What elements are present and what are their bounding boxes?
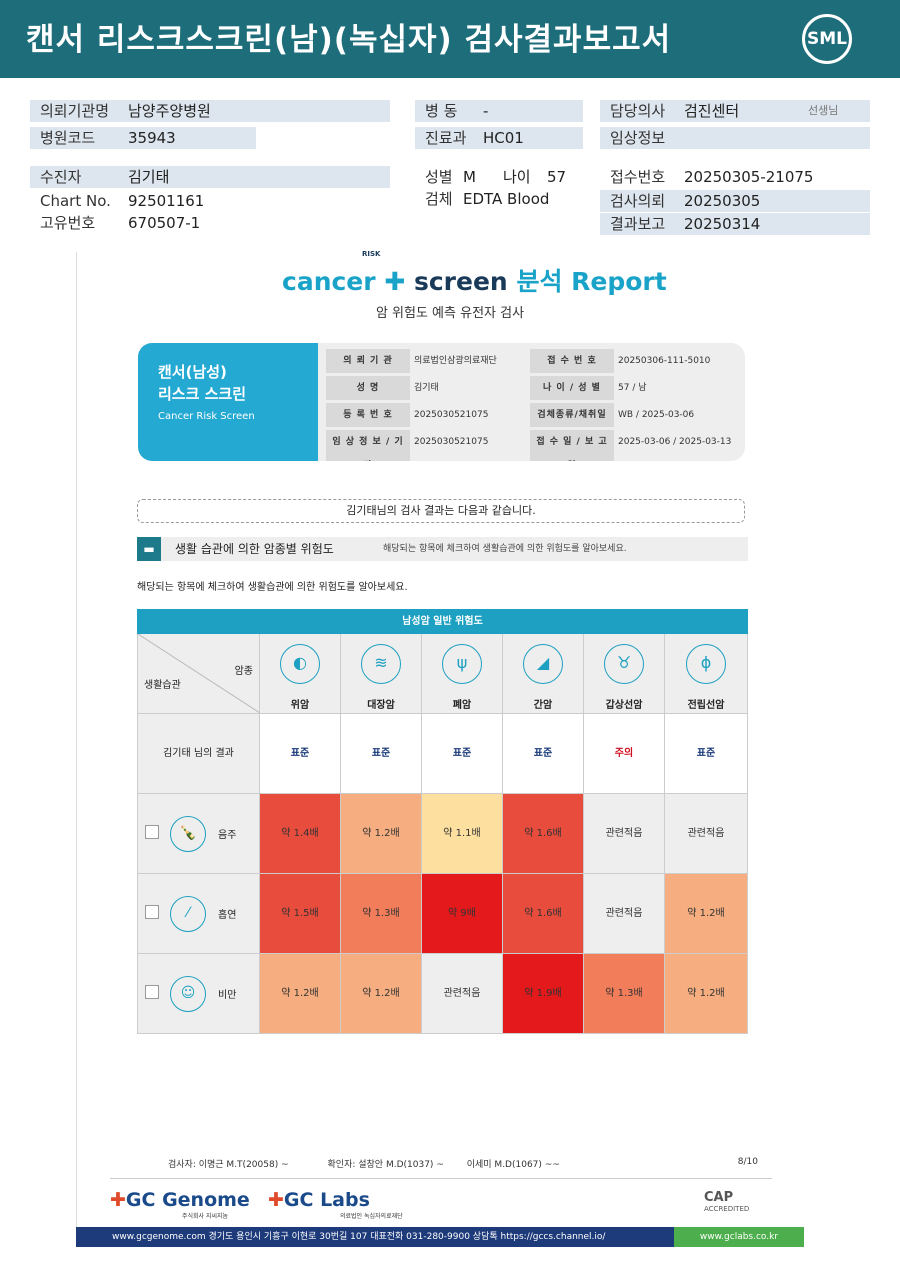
confirmer2-signature-icon: ~~ [544, 1160, 560, 1170]
risk-cell: 약 1.2배 [260, 954, 341, 1034]
risk-cell: 약 1.4배 [260, 794, 341, 874]
bottle-icon: 🍾 [170, 816, 206, 852]
confirmer-signature-icon: ~ [436, 1160, 444, 1170]
table-corner: 암종 생활습관 [137, 634, 260, 714]
hospital-code-field: 병원코드 35943 [30, 127, 256, 149]
risk-cell: 약 1.2배 [665, 874, 748, 954]
report-area [76, 252, 836, 1242]
result-cell: 표준 [503, 714, 584, 794]
risk-cell: 관련적음 [584, 874, 665, 954]
page-title: 캔서 리스크스크린(남)(녹십자) 검사결과보고서 [26, 22, 672, 58]
sex-age-field: 성별 M 나이 57 [425, 168, 567, 186]
card-row: 의 뢰 기 관 의료법인삼광의료재단 접 수 번 호 20250306-111-… [326, 349, 736, 373]
gc-labs-logo: ✚GC Labs 의료법인 녹십자의료재단 [268, 1189, 403, 1220]
request-field: 검사의뢰 20250305 [600, 190, 870, 212]
thyroid-icon: ♉ [604, 644, 644, 684]
result-notice: 김기태님의 검사 결과는 다음과 같습니다. [137, 499, 745, 523]
prostate-icon: ϕ [686, 644, 726, 684]
report-date-field: 결과보고 20250314 [600, 213, 870, 235]
clinical-field: 임상정보 [600, 127, 870, 149]
brand-title: cancer ✚ screen 분석 Report RISK [282, 250, 667, 296]
risk-cell: 약 1.2배 [341, 794, 422, 874]
result-label: 김기태 님의 결과 [137, 714, 260, 794]
cigarette-icon: ⁄ [170, 896, 206, 932]
result-cell: 표준 [665, 714, 748, 794]
cancer-header-lung: ψ 폐암 [422, 634, 503, 714]
result-cell-warning: 주의 [584, 714, 665, 794]
patient-field: 수진자 김기태 [30, 166, 390, 188]
chart-field: Chart No. 92501161 [40, 192, 205, 210]
risk-cell: 관련적음 [422, 954, 503, 1034]
risk-cell: 약 1.9배 [503, 954, 584, 1034]
header-bar: 캔서 리스크스크린(남)(녹십자) 검사결과보고서 SML [0, 0, 900, 78]
risk-cell: 약 9배 [422, 874, 503, 954]
doctor-field: 담당의사 검진센터 선생님 [600, 100, 870, 122]
risk-cell: 관련적음 [584, 794, 665, 874]
smoking-checkbox[interactable] [145, 905, 159, 919]
bed-icon: ▬ [137, 537, 161, 561]
cancer-header-stomach: ◐ 위암 [260, 634, 341, 714]
cancer-header-thyroid: ♉ 갑상선암 [584, 634, 665, 714]
stomach-icon: ◐ [280, 644, 320, 684]
habit-row-obesity: ☺ 비만 [137, 954, 260, 1034]
risk-cell: 약 1.6배 [503, 794, 584, 874]
sml-logo: SML [802, 14, 852, 64]
instruction-text: 해당되는 항목에 체크하여 생활습관에 의한 위험도를 알아보세요. [137, 582, 408, 593]
risk-cell: 약 1.2배 [341, 954, 422, 1034]
tester-signature-icon: ~ [281, 1160, 289, 1170]
gc-genome-logo: ✚GC Genome 주식회사 지씨지놈 [110, 1189, 250, 1220]
risk-cell: 약 1.1배 [422, 794, 503, 874]
receipt-field: 접수번호 20250305-21075 [610, 168, 814, 186]
table-title: 남성암 일반 위험도 [137, 609, 748, 634]
report-subtitle: 암 위험도 예측 유전자 검사 [375, 306, 525, 321]
risk-cell: 약 1.2배 [665, 954, 748, 1034]
section-header: ▬ 생활 습관에 의한 암종별 위험도 해당되는 항목에 체크하여 생활습관에 … [137, 537, 748, 561]
risk-cell: 약 1.3배 [341, 874, 422, 954]
habit-row-alcohol: 🍾 음주 [137, 794, 260, 874]
ward-field: 병 동 - [415, 100, 583, 122]
risk-cell: 약 1.3배 [584, 954, 665, 1034]
intestine-icon: ≋ [361, 644, 401, 684]
footer-divider [110, 1178, 772, 1179]
result-cell: 표준 [260, 714, 341, 794]
result-cell: 표준 [341, 714, 422, 794]
card-row: 성 명 김기태 나 이 / 성 별 57 / 남 [326, 376, 736, 400]
gc-cross-icon: ✚ [268, 1189, 284, 1211]
card-row: 임 상 정 보 / 기 타 2025030521075 접 수 일 / 보 고 … [326, 430, 736, 461]
dept-field: 진료과 HC01 [415, 127, 583, 149]
uid-field: 고유번호 670507-1 [40, 214, 201, 232]
gc-cross-icon: ✚ [110, 1189, 126, 1211]
gclabs-url[interactable]: www.gclabs.co.kr [674, 1227, 804, 1247]
body-icon: ☺ [170, 976, 206, 1012]
card-row: 등 록 번 호 2025030521075 검체종류/채취일 WB / 2025… [326, 403, 736, 427]
cancer-header-liver: ◢ 간암 [503, 634, 584, 714]
cap-accredited-logo: CAP ACCREDITED [704, 1190, 750, 1213]
habit-row-smoking: ⁄ 흡연 [137, 874, 260, 954]
patient-card: 캔서(남성) 리스크 스크린 Cancer Risk Screen 의 뢰 기 관… [138, 343, 745, 461]
cancer-header-prostate: ϕ 전립선암 [665, 634, 748, 714]
liver-icon: ◢ [523, 644, 563, 684]
cancer-header-colon: ≋ 대장암 [341, 634, 422, 714]
obesity-checkbox[interactable] [145, 985, 159, 999]
corner-diagonal [138, 634, 260, 713]
risk-plus-icon: ✚ [384, 267, 406, 296]
risk-cell: 약 1.5배 [260, 874, 341, 954]
card-title-panel: 캔서(남성) 리스크 스크린 Cancer Risk Screen [138, 343, 318, 461]
result-cell: 표준 [422, 714, 503, 794]
signature-line: 검사자: 이명근 M.T(20058) ~ 확인자: 설창안 M.D(1037)… [168, 1157, 758, 1170]
alcohol-checkbox[interactable] [145, 825, 159, 839]
lung-icon: ψ [442, 644, 482, 684]
specimen-field: 검체 EDTA Blood [425, 190, 550, 208]
footer-bar: www.gcgenome.com 경기도 용인시 기흥구 이현로 30번길 10… [76, 1227, 804, 1247]
risk-cell: 약 1.6배 [503, 874, 584, 954]
institution-field: 의뢰기관명 남양주양병원 [30, 100, 390, 122]
risk-cell: 관련적음 [665, 794, 748, 874]
